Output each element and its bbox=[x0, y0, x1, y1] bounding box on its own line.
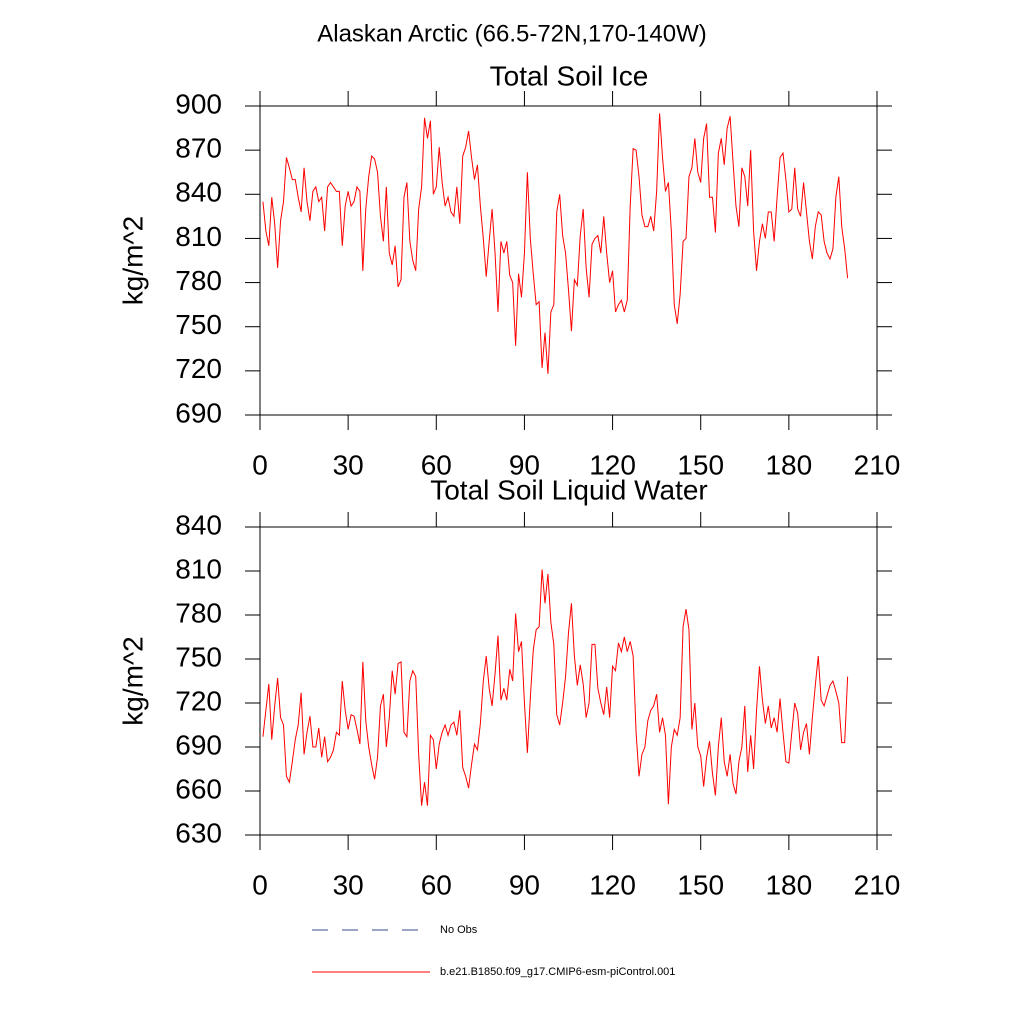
y-tick-label: 690 bbox=[175, 729, 222, 760]
x-tick-label: 120 bbox=[589, 869, 636, 900]
legend-label: No Obs bbox=[440, 924, 478, 936]
y-tick-label: 840 bbox=[175, 177, 222, 208]
x-tick-label: 60 bbox=[421, 869, 452, 900]
y-tick-label: 660 bbox=[175, 773, 222, 804]
plot-frame bbox=[259, 526, 878, 836]
x-tick-label: 120 bbox=[589, 449, 636, 480]
legend-label: b.e21.B1850.f09_g17.CMIP6-esm-piControl.… bbox=[440, 966, 675, 978]
x-tick-label: 0 bbox=[252, 449, 268, 480]
y-tick-label: 780 bbox=[175, 265, 222, 296]
y-axis-label: kg/m^2 bbox=[117, 636, 148, 725]
data-line bbox=[262, 569, 849, 806]
y-tick-label: 900 bbox=[175, 88, 222, 119]
plot-frame bbox=[259, 105, 878, 416]
x-tick-label: 90 bbox=[509, 449, 540, 480]
x-tick-label: 150 bbox=[677, 449, 724, 480]
x-tick-label: 30 bbox=[333, 869, 364, 900]
data-line bbox=[262, 113, 849, 374]
y-tick-label: 750 bbox=[175, 641, 222, 672]
y-tick-label: 720 bbox=[175, 353, 222, 384]
x-tick-label: 30 bbox=[333, 449, 364, 480]
panel-title: Total Soil Liquid Water bbox=[430, 474, 708, 505]
x-tick-label: 210 bbox=[854, 869, 901, 900]
x-tick-label: 180 bbox=[765, 449, 812, 480]
figure-title: Alaskan Arctic (66.5-72N,170-140W) bbox=[317, 20, 707, 47]
x-tick-label: 210 bbox=[854, 449, 901, 480]
y-tick-label: 810 bbox=[175, 553, 222, 584]
y-tick-label: 630 bbox=[175, 817, 222, 848]
y-tick-label: 780 bbox=[175, 597, 222, 628]
y-tick-label: 810 bbox=[175, 221, 222, 252]
panel-title: Total Soil Ice bbox=[490, 60, 649, 91]
x-tick-label: 0 bbox=[252, 869, 268, 900]
x-tick-label: 150 bbox=[677, 869, 724, 900]
y-tick-label: 690 bbox=[175, 397, 222, 428]
x-tick-label: 90 bbox=[509, 869, 540, 900]
y-tick-label: 840 bbox=[175, 509, 222, 540]
y-tick-label: 720 bbox=[175, 685, 222, 716]
y-tick-label: 870 bbox=[175, 133, 222, 164]
y-axis-label: kg/m^2 bbox=[117, 216, 148, 305]
x-tick-label: 60 bbox=[421, 449, 452, 480]
y-tick-label: 750 bbox=[175, 309, 222, 340]
x-tick-label: 180 bbox=[765, 869, 812, 900]
